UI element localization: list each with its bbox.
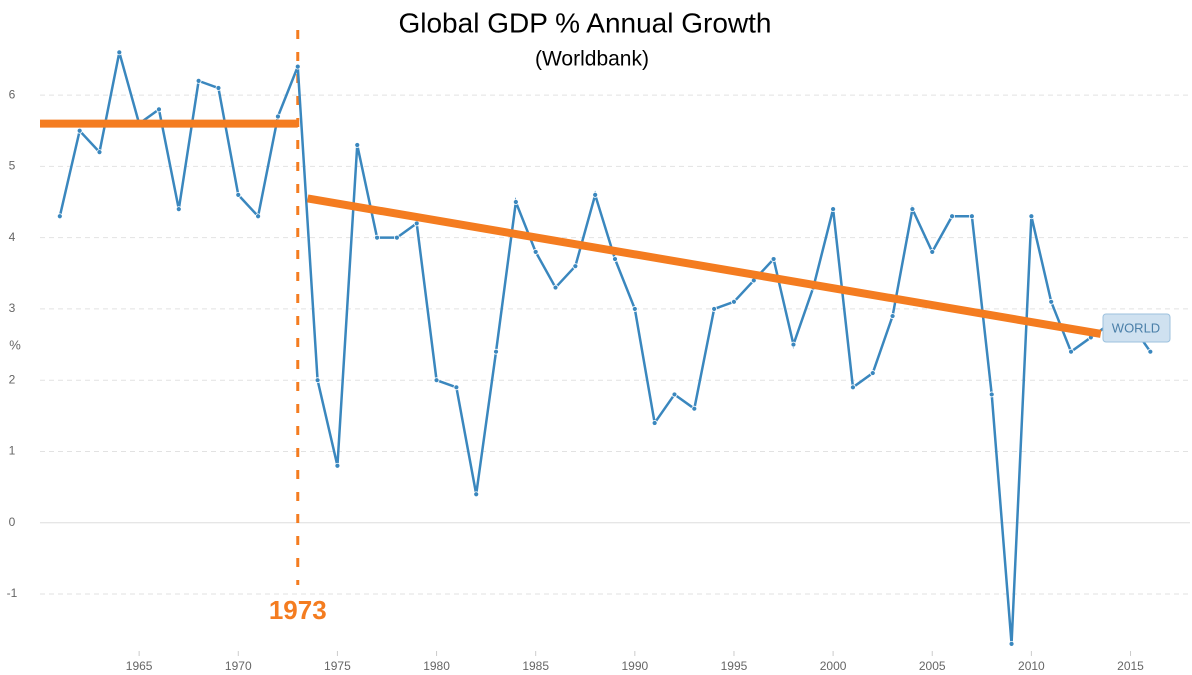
data-point [988,391,995,398]
data-point [830,206,837,213]
data-point [1028,213,1035,220]
data-point [393,234,400,241]
data-point [790,341,797,348]
data-point [314,377,321,384]
data-point [850,384,856,391]
marker-label: 1973 [269,595,327,625]
data-point [235,192,242,198]
chart-subtitle: (Worldbank) [535,48,649,71]
data-point [691,405,698,412]
x-tick-label: 1970 [225,659,252,673]
data-point [711,306,718,312]
data-point [1048,298,1055,305]
data-point [334,462,341,469]
data-point [631,306,638,312]
data-point [929,249,936,255]
data-point [96,149,103,156]
x-tick-label: 2010 [1018,659,1045,673]
data-point [294,63,301,70]
x-tick-label: 1975 [324,659,351,673]
data-point [512,199,519,205]
x-tick-label: 1985 [522,659,549,673]
data-point [275,113,281,120]
data-point [651,420,658,426]
data-line [58,52,1152,644]
series-tag-box [1102,313,1171,343]
data-point [552,284,559,291]
x-tick-label: 2005 [919,659,946,673]
data-point [156,106,162,113]
data-point [949,213,955,220]
data-point [195,77,202,84]
x-tick-label: 1980 [423,659,450,673]
data-point [731,298,737,305]
data-point [1068,348,1074,355]
data-point [612,256,618,262]
data-point [215,85,222,91]
data-point [1147,348,1154,355]
data-point [493,348,499,355]
y-tick-label: 1 [9,444,16,458]
data-point [869,370,876,376]
data-point [433,377,440,384]
data-point [770,256,777,262]
x-tick-label: 1990 [621,659,648,673]
x-tick-label: 1965 [126,659,153,673]
x-tick-label: 2015 [1117,659,1144,673]
trend-line [306,194,1102,338]
data-point [532,249,539,255]
y-tick-label: -1 [7,586,18,600]
data-point [175,206,182,213]
data-point [56,213,63,220]
data-point [453,384,460,391]
data-point [76,127,83,134]
x-tick-label: 1995 [721,659,748,673]
data-point [255,213,262,220]
y-tick-label: 0 [9,515,16,529]
data-point [1008,640,1015,647]
series-tag: WORLD [1112,320,1160,335]
data-point [889,313,896,319]
data-point [592,192,599,198]
data-point [909,206,916,213]
data-point [116,49,123,56]
y-tick-label: 2 [9,372,16,386]
y-tick-label: 3 [9,301,16,315]
data-point [413,220,420,227]
data-point [354,142,361,148]
y-tick-label: 6 [9,87,16,101]
data-point [374,234,380,241]
y-tick-label: 5 [9,159,16,173]
x-tick-label: 2000 [820,659,847,673]
data-point [968,213,975,220]
data-point [671,391,678,398]
data-point [572,263,579,270]
data-point [473,491,480,498]
y-tick-label: 4 [9,230,16,244]
chart-title: Global GDP % Annual Growth [398,7,771,38]
y-axis-label: % [9,337,21,352]
